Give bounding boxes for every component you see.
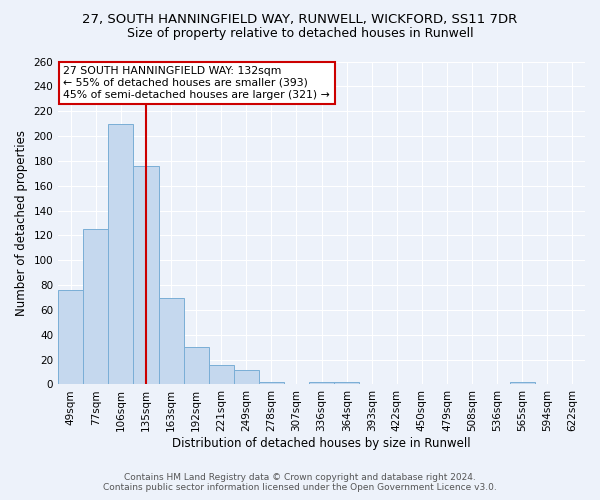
Bar	[209, 364, 234, 384]
Bar	[510, 382, 535, 384]
Bar	[184, 347, 209, 385]
Text: Contains HM Land Registry data © Crown copyright and database right 2024.
Contai: Contains HM Land Registry data © Crown c…	[103, 473, 497, 492]
Bar	[259, 382, 284, 384]
Bar	[158, 298, 184, 384]
Text: Size of property relative to detached houses in Runwell: Size of property relative to detached ho…	[127, 28, 473, 40]
X-axis label: Distribution of detached houses by size in Runwell: Distribution of detached houses by size …	[172, 437, 471, 450]
Bar	[133, 166, 158, 384]
Bar	[83, 229, 109, 384]
Text: 27 SOUTH HANNINGFIELD WAY: 132sqm
← 55% of detached houses are smaller (393)
45%: 27 SOUTH HANNINGFIELD WAY: 132sqm ← 55% …	[64, 66, 330, 100]
Bar	[334, 382, 359, 384]
Bar	[234, 370, 259, 384]
Bar	[58, 290, 83, 384]
Y-axis label: Number of detached properties: Number of detached properties	[15, 130, 28, 316]
Bar	[309, 382, 334, 384]
Bar	[109, 124, 133, 384]
Text: 27, SOUTH HANNINGFIELD WAY, RUNWELL, WICKFORD, SS11 7DR: 27, SOUTH HANNINGFIELD WAY, RUNWELL, WIC…	[82, 12, 518, 26]
